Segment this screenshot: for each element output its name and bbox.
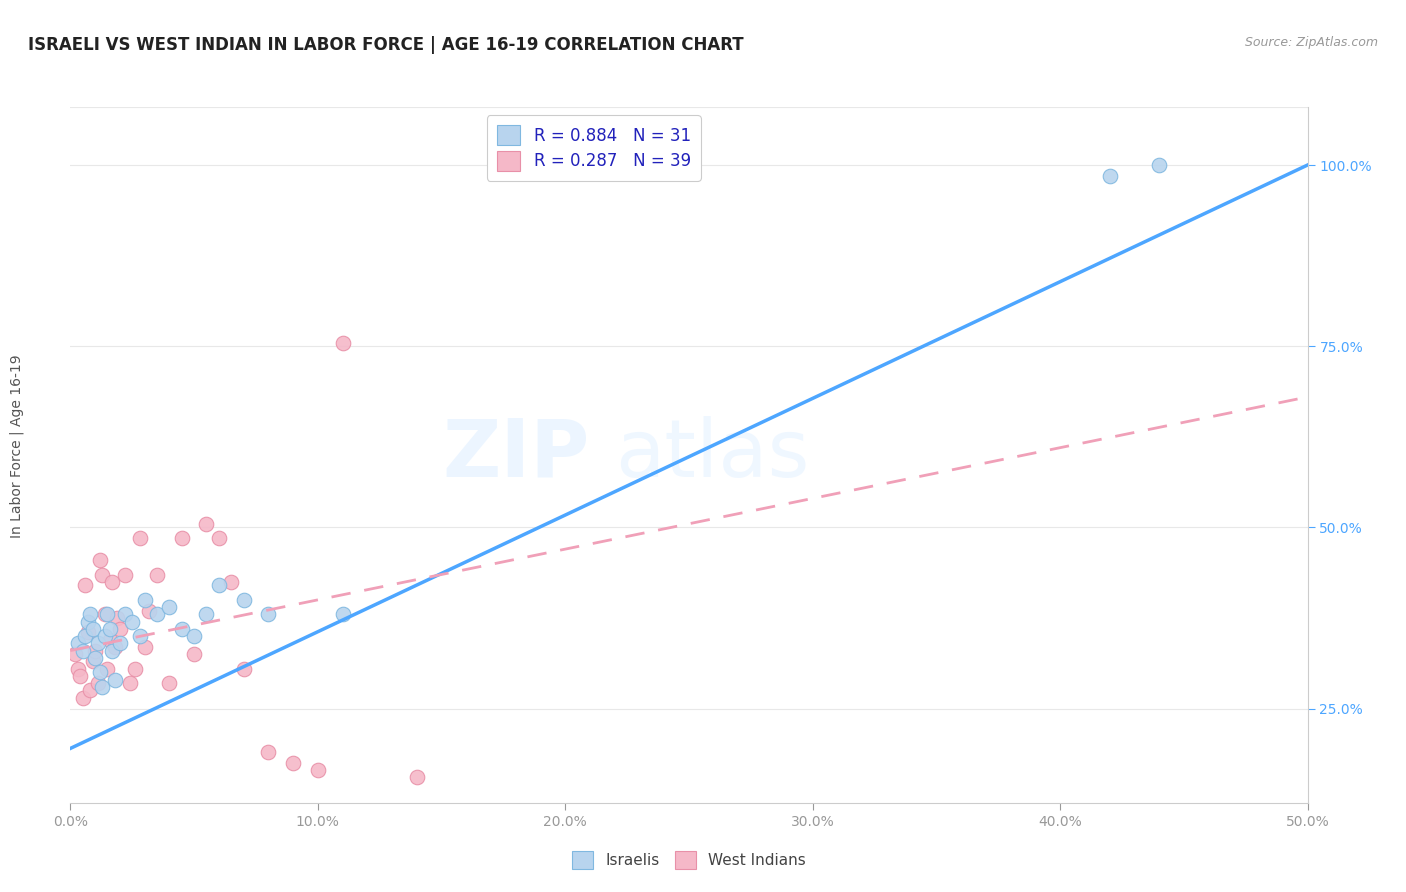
Point [75,629,97,643]
Point [183,629,205,643]
Point [75,578,97,592]
Point [91,680,114,694]
Point [128,531,150,545]
Point [146,607,169,622]
Point [146,567,169,582]
Point [104,673,127,687]
Point [257,607,280,622]
Point [138,604,160,618]
Point [232,662,254,676]
Point [121,615,143,629]
Point [96,662,118,676]
Text: In Labor Force | Age 16-19: In Labor Force | Age 16-19 [10,354,24,538]
Point [128,629,150,643]
Point [405,771,427,785]
Point [104,640,127,654]
Point [208,578,231,592]
Point [89,553,111,567]
Point [170,531,193,545]
Point [76,615,98,629]
Point [134,640,156,654]
Text: Source: ZipAtlas.com: Source: ZipAtlas.com [1244,36,1378,49]
Point [134,592,156,607]
Point [98,622,121,636]
Text: ISRAELI VS WEST INDIAN IN LABOR FORCE | AGE 16-19 CORRELATION CHART: ISRAELI VS WEST INDIAN IN LABOR FORCE | … [28,36,744,54]
Point [332,607,354,622]
Point [94,607,117,622]
Point [105,611,128,625]
Point [69,669,91,683]
Point [84,651,107,665]
Point [86,676,108,690]
Point [65,647,87,661]
Point [79,607,101,622]
Point [96,607,118,622]
Point [307,763,329,777]
Point [281,756,304,770]
Point [82,655,104,669]
Point [79,683,101,698]
Point [108,636,131,650]
Legend: Israelis, West Indians: Israelis, West Indians [565,846,813,875]
Point [89,665,111,680]
Text: atlas: atlas [614,416,808,494]
Point [91,567,114,582]
Point [219,574,242,589]
Point [195,607,218,622]
Point [157,676,180,690]
Point [101,574,124,589]
Text: ZIP: ZIP [443,416,591,494]
Point [98,632,121,647]
Point [208,531,231,545]
Point [84,643,107,657]
Point [66,636,89,650]
Point [554,144,576,158]
Point [114,567,136,582]
Point [124,662,146,676]
Point [118,676,141,690]
Point [108,622,131,636]
Point [195,516,218,531]
Point [332,335,354,350]
Point [94,629,117,643]
Point [86,636,108,650]
Point [232,592,254,607]
Point [72,643,94,657]
Point [1147,158,1170,172]
Point [82,622,104,636]
Point [101,643,124,657]
Point [257,745,280,759]
Point [114,607,136,622]
Point [66,662,89,676]
Point [157,600,180,615]
Point [76,625,98,640]
Point [72,690,94,705]
Point [170,622,193,636]
Point [183,647,205,661]
Point [1098,169,1121,183]
